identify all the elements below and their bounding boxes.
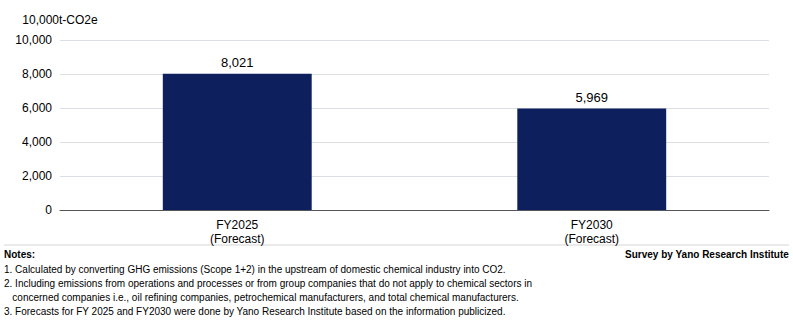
svg-text:8,000: 8,000 xyxy=(22,67,52,81)
svg-text:8,021: 8,021 xyxy=(221,55,254,70)
svg-text:4,000: 4,000 xyxy=(22,135,52,149)
svg-text:3. Forecasts for FY 2025 and F: 3. Forecasts for FY 2025 and FY2030 were… xyxy=(4,306,505,317)
svg-text:10,000: 10,000 xyxy=(15,33,52,47)
svg-text:FY2025: FY2025 xyxy=(216,218,258,232)
svg-text:(Forecast): (Forecast) xyxy=(564,232,619,246)
svg-text:FY2030: FY2030 xyxy=(571,218,613,232)
svg-text:Notes:: Notes: xyxy=(4,249,35,260)
svg-text:1. Calculated by converting GH: 1. Calculated by converting GHG emission… xyxy=(4,264,506,275)
svg-text:6,000: 6,000 xyxy=(22,101,52,115)
svg-text:2,000: 2,000 xyxy=(22,169,52,183)
svg-text:(Forecast): (Forecast) xyxy=(210,232,265,246)
svg-text:5,969: 5,969 xyxy=(575,90,608,105)
svg-text:concerned companies i.e., oil: concerned companies i.e., oil refining c… xyxy=(4,292,519,303)
svg-text:0: 0 xyxy=(45,203,52,217)
svg-text:2. Including emissions from op: 2. Including emissions from operations a… xyxy=(4,278,532,289)
svg-text:Survey by Yano Research Instit: Survey by Yano Research Institute xyxy=(625,249,789,260)
svg-text:10,000t-CO2e: 10,000t-CO2e xyxy=(22,13,98,27)
